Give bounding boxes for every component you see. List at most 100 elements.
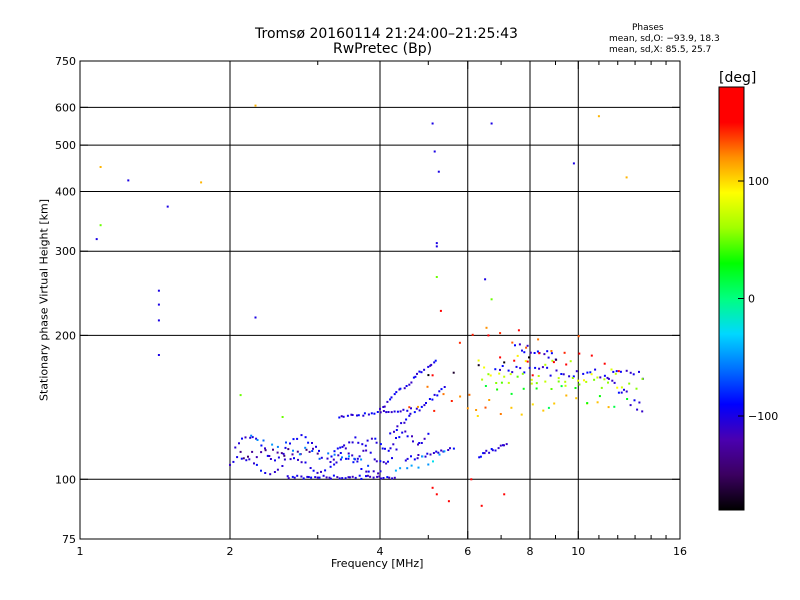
data-point — [514, 344, 516, 347]
data-point — [427, 432, 430, 435]
data-point — [433, 361, 436, 364]
data-point — [318, 457, 321, 460]
data-point — [414, 375, 417, 378]
data-point — [266, 454, 269, 457]
data-point — [410, 464, 413, 467]
data-point — [599, 376, 602, 379]
data-point — [557, 377, 560, 380]
data-point — [475, 409, 478, 411]
y-tick-label: 100 — [55, 473, 76, 486]
data-point — [289, 458, 292, 461]
data-point — [593, 378, 596, 381]
data-point — [369, 451, 372, 454]
data-point — [447, 449, 450, 451]
data-point — [596, 401, 599, 404]
data-point — [365, 470, 368, 473]
data-point — [254, 316, 257, 319]
data-point — [564, 384, 567, 387]
data-point — [617, 391, 620, 394]
chart-title: Tromsø 20160114 21:24:00–21:25:43 — [255, 26, 518, 42]
data-point — [395, 429, 398, 431]
data-point — [607, 406, 610, 409]
data-point — [586, 371, 589, 374]
data-point — [311, 450, 314, 452]
data-point — [417, 466, 420, 469]
data-point — [381, 447, 384, 450]
data-point — [379, 411, 382, 414]
data-point — [382, 461, 385, 464]
data-point — [491, 449, 494, 452]
data-point — [333, 453, 336, 456]
data-point — [384, 447, 386, 450]
data-point — [251, 450, 254, 453]
data-point — [389, 398, 392, 401]
data-point — [560, 385, 563, 388]
data-point — [612, 370, 615, 373]
data-point — [291, 453, 294, 456]
data-point — [320, 456, 323, 459]
data-point — [423, 437, 426, 440]
data-point — [232, 460, 235, 463]
data-point — [378, 475, 381, 478]
data-point — [390, 411, 393, 414]
data-point — [482, 452, 485, 455]
data-point — [296, 474, 299, 477]
data-point — [241, 437, 243, 440]
data-point — [338, 477, 341, 480]
data-point — [523, 371, 526, 374]
data-point — [632, 373, 635, 376]
data-point — [269, 473, 272, 476]
data-point — [255, 456, 258, 459]
data-point — [530, 378, 533, 381]
data-point — [95, 238, 98, 241]
data-point — [393, 393, 396, 396]
data-point — [277, 456, 280, 459]
data-point — [533, 352, 536, 354]
data-point — [380, 477, 383, 480]
colorbar-ticks: 100 0 −100 — [738, 175, 778, 423]
data-point — [406, 467, 409, 470]
data-point — [589, 371, 592, 374]
data-point — [316, 471, 319, 474]
data-point — [405, 418, 408, 421]
data-point — [537, 338, 540, 341]
data-point — [408, 406, 411, 409]
data-point — [99, 224, 102, 227]
data-point — [431, 122, 434, 125]
data-point — [496, 388, 499, 391]
data-point — [329, 477, 332, 480]
data-point — [546, 350, 549, 353]
data-point — [590, 373, 593, 376]
data-point — [287, 448, 290, 451]
data-point — [367, 464, 370, 467]
data-point — [348, 441, 351, 444]
data-point — [247, 455, 249, 458]
data-point — [365, 449, 368, 452]
data-point — [484, 385, 487, 387]
data-point — [393, 410, 396, 413]
data-point — [300, 434, 303, 437]
data-point — [413, 458, 416, 461]
data-point — [379, 443, 382, 446]
data-point — [254, 104, 257, 107]
data-point — [373, 412, 376, 415]
data-point — [607, 381, 609, 384]
data-point — [522, 387, 525, 390]
data-point — [356, 414, 358, 417]
data-point — [477, 364, 480, 367]
data-point — [633, 399, 636, 402]
data-point — [507, 369, 510, 372]
data-point — [437, 170, 440, 173]
data-point — [383, 405, 386, 408]
data-point — [529, 351, 532, 354]
grid-lines — [80, 61, 680, 539]
data-point — [541, 366, 544, 369]
data-point — [395, 391, 398, 394]
data-point — [613, 381, 616, 384]
data-point — [427, 463, 430, 466]
data-point — [488, 399, 491, 401]
data-point — [281, 416, 284, 418]
data-point — [351, 414, 354, 416]
phases-heading: Phases — [632, 23, 664, 33]
data-point — [329, 461, 332, 463]
